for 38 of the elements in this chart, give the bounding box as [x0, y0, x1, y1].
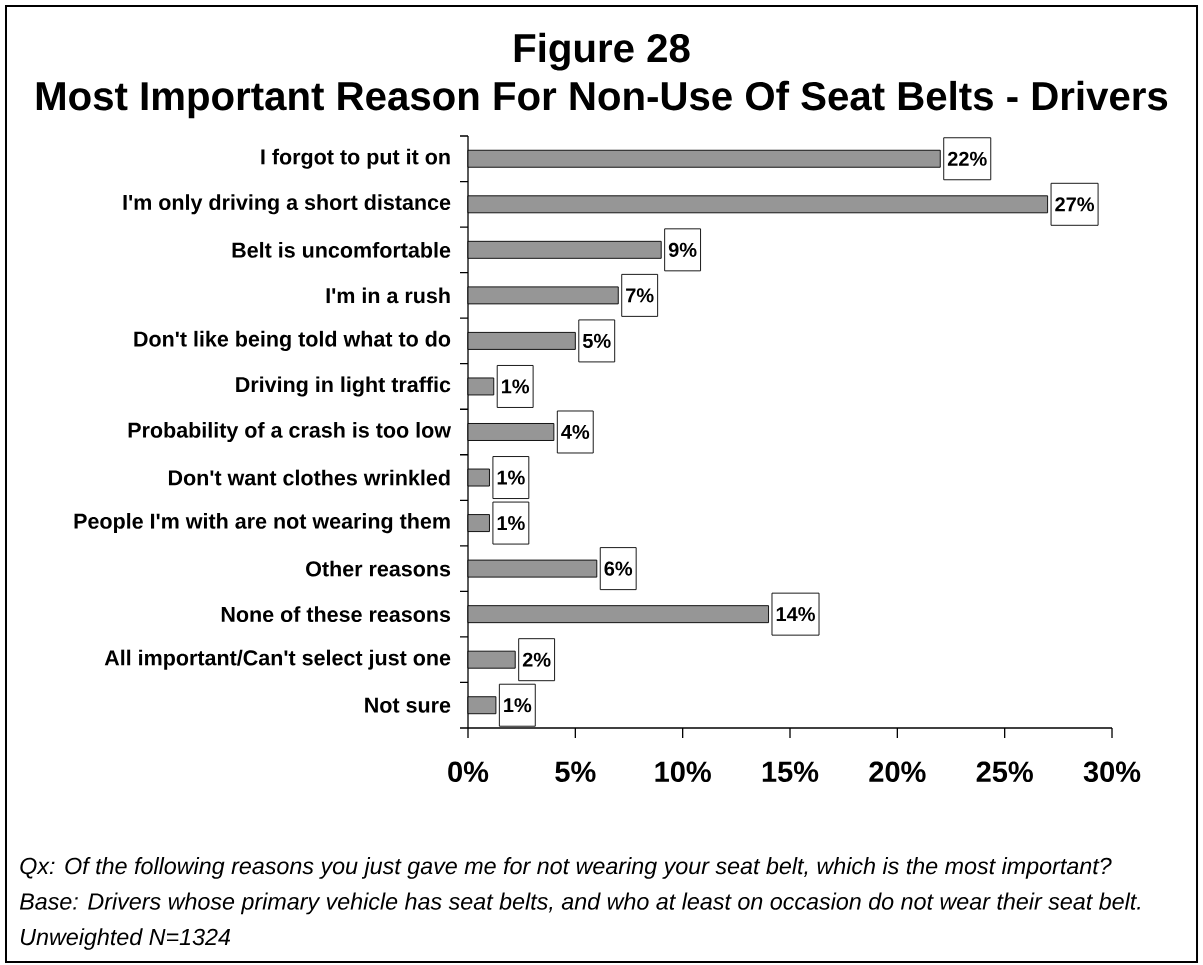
chart-subtitle: Most Important Reason For Non-Use Of Seat Belts - Drivers — [36, 80, 1168, 119]
data-label: 1% — [504, 698, 532, 713]
y-tick-label: Don't like being told what to do — [134, 330, 451, 351]
y-tick-label: Other reasons — [306, 560, 451, 577]
data-label: 2% — [522, 652, 551, 667]
data-label: 22% — [947, 151, 987, 166]
data-label: 1% — [501, 379, 530, 394]
text: Qx: Of the following reasons you just gave me for not wearing your seat belt, which is the most important? — [20, 857, 1112, 879]
y-tick-label: I'm only driving a short distance — [123, 194, 451, 215]
y-tick-label: I forgot to put it on — [261, 148, 450, 169]
data-label: 5% — [582, 333, 611, 348]
x-tick-label: 15% — [762, 761, 819, 782]
x-tick-label: 10% — [655, 761, 711, 783]
data-label: 1% — [497, 470, 525, 485]
y-tick-label: Probability of a crash is too low — [128, 421, 452, 443]
text: Base: Drivers whose primary vehicle has seat belts, and who at least on occasion do not wear their seat belt. — [19, 892, 1140, 915]
x-tick-label: 30% — [1083, 761, 1141, 783]
text: Unweighted N=1324 — [20, 928, 231, 950]
x-tick-label: 25% — [976, 761, 1033, 783]
data-label: 1% — [497, 516, 525, 531]
chart-title: Figure 28 — [514, 32, 690, 71]
x-tick-label: 5% — [555, 761, 596, 782]
y-tick-label: I'm in a rush — [326, 287, 450, 304]
data-label: 14% — [776, 607, 815, 622]
y-tick-label: Don't want clothes wrinkled — [168, 469, 450, 486]
y-tick-label: None of these reasons — [221, 606, 451, 623]
data-label: 4% — [561, 424, 590, 440]
y-tick-label: All important/Can't select just one — [104, 649, 451, 670]
data-label: 7% — [626, 288, 654, 303]
y-tick-label: Belt is uncomfortable — [232, 241, 451, 258]
y-tick-label: Driving in light traffic — [236, 376, 451, 397]
x-tick-label: 20% — [869, 761, 926, 783]
data-label: 6% — [604, 561, 633, 576]
data-label: 9% — [668, 242, 697, 257]
data-label: 27% — [1055, 197, 1095, 212]
y-tick-label: People I'm with are not wearing them — [74, 513, 450, 534]
y-tick-label: Not sure — [365, 697, 451, 713]
x-tick-label: 0% — [448, 761, 489, 783]
